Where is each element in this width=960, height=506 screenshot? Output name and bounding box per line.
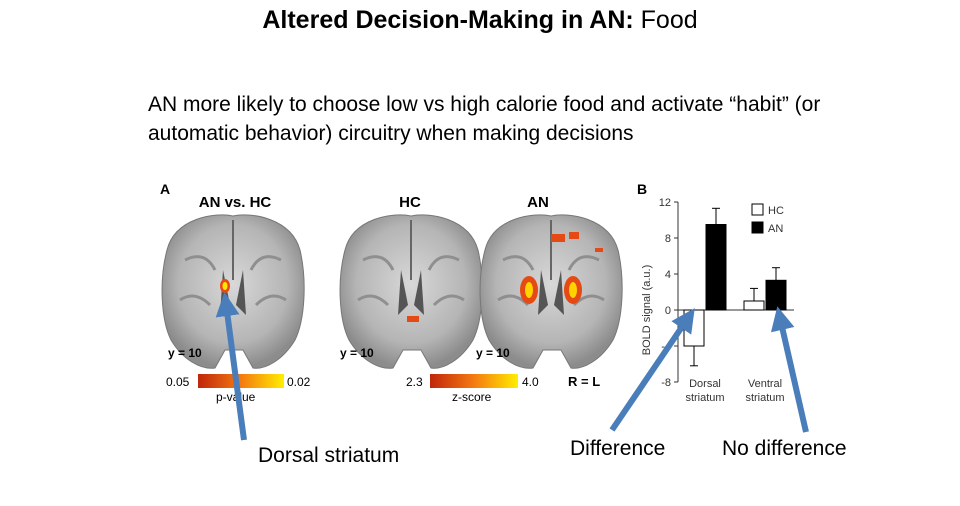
legend-label-hc: HC [768, 205, 784, 217]
arrow-difference [609, 308, 695, 432]
chart-ylabel: BOLD signal (a.u.) [641, 265, 653, 355]
brain-slice-hc [339, 214, 483, 369]
brain-slice-an-vs-hc [161, 214, 305, 369]
orientation-label: R = L [568, 374, 601, 389]
slide-title-bold: Altered Decision-Making in AN: [262, 6, 634, 34]
arrow-dorsal-striatum [215, 292, 247, 441]
legend-label-an: AN [768, 223, 783, 235]
y-label-brain-1: y = 10 [168, 346, 202, 360]
y-tick-label: -8 [661, 377, 671, 389]
arrow-no-difference [770, 306, 809, 433]
y-tick-label: 0 [665, 305, 671, 317]
callout-no-difference: No difference [722, 437, 847, 460]
brain-slice-an [479, 214, 623, 369]
callout-difference: Difference [570, 437, 666, 460]
brain-title-an-vs-hc: AN vs. HC [198, 194, 272, 211]
category-label-ventral: Ventral [748, 378, 782, 390]
intro-text: AN more likely to choose low vs high cal… [148, 93, 821, 145]
y-label-brain-3: y = 10 [476, 346, 510, 360]
panel-a-label: A [160, 181, 171, 197]
y-tick-label: 12 [659, 197, 671, 209]
y-label-brain-2: y = 10 [340, 346, 374, 360]
brain-slices-figure [161, 214, 623, 369]
y-tick-label: 4 [665, 269, 671, 281]
brain-title-hc: HC [399, 194, 421, 211]
zscore-max-label: 4.0 [522, 375, 539, 389]
legend-swatch-an [751, 221, 764, 234]
category-label-ventral-2: striatum [745, 392, 784, 404]
slide-title-rest: Food [633, 6, 698, 34]
zscore-colorbar [430, 374, 518, 388]
zscore-min-label: 2.3 [406, 375, 423, 389]
panel-b-label: B [637, 181, 648, 197]
category-label-dorsal-2: striatum [685, 392, 724, 404]
slide-title: Altered Decision-Making in AN: Food [0, 6, 960, 35]
pvalue-min-label: 0.05 [166, 375, 190, 389]
category-label-dorsal: Dorsal [689, 378, 721, 390]
brain-title-an: AN [527, 194, 549, 211]
legend-swatch-hc [751, 203, 764, 216]
pvalue-max-label: 0.02 [287, 375, 311, 389]
zscore-caption: z-score [452, 390, 492, 404]
pvalue-colorbar [198, 374, 284, 388]
callout-dorsal-striatum: Dorsal striatum [258, 444, 400, 467]
y-tick-label: 8 [665, 233, 671, 245]
